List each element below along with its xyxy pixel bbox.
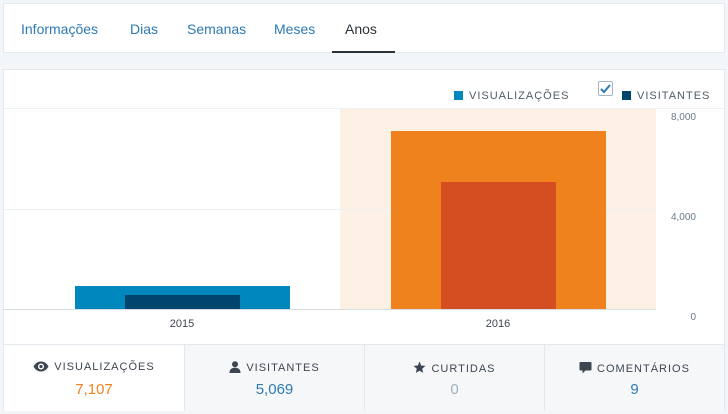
- stat-views-label-row: VISUALIZAÇÕES: [4, 361, 184, 373]
- ytick-4000: 4,000: [670, 212, 696, 223]
- summary-stats: VISUALIZAÇÕES 7,107 VISITANTES 5,069 CUR…: [4, 344, 724, 411]
- stat-views-value: 7,107: [75, 381, 113, 398]
- stat-visitors-label-row: VISITANTES: [185, 361, 364, 374]
- tab-anos[interactable]: Anos: [345, 21, 377, 37]
- stat-comments[interactable]: COMENTÁRIOS 9: [544, 345, 724, 411]
- xtick-2015: 2015: [169, 318, 195, 330]
- period-tabs: Informações Dias Semanas Meses Anos: [3, 3, 725, 53]
- xtick-2016: 2016: [485, 318, 511, 330]
- eye-icon: [33, 361, 49, 372]
- tab-semanas[interactable]: Semanas: [187, 21, 247, 37]
- ytick-0: 0: [690, 312, 696, 323]
- stat-visitors-value: 5,069: [255, 381, 294, 398]
- stat-likes-label: CURTIDAS: [431, 363, 496, 375]
- comment-icon: [579, 362, 592, 374]
- stat-views[interactable]: VISUALIZAÇÕES 7,107: [4, 345, 184, 411]
- bar-visitors-2015[interactable]: [124, 295, 240, 309]
- gridline-4000: [4, 209, 656, 210]
- person-icon: [229, 361, 241, 373]
- legend-views[interactable]: VISUALIZAÇÕES: [454, 90, 569, 102]
- gridline-8000: [4, 108, 724, 109]
- stat-comments-label-row: COMENTÁRIOS: [545, 361, 724, 375]
- bar-visitors-2016[interactable]: [440, 182, 556, 309]
- tab-meses[interactable]: Meses: [274, 21, 316, 37]
- stat-likes-label-row: CURTIDAS: [365, 361, 544, 375]
- views-swatch: [454, 91, 463, 100]
- checkmark-icon: [600, 84, 611, 94]
- chart-baseline: [4, 309, 656, 310]
- legend-views-label: VISUALIZAÇÕES: [469, 90, 570, 102]
- star-icon: [414, 361, 426, 373]
- legend-visitors[interactable]: VISITANTES: [622, 90, 710, 102]
- stats-panel: VISUALIZAÇÕES VISITANTES 8,000 4,000 0 2…: [3, 69, 725, 411]
- tab-informacoes[interactable]: Informações: [21, 21, 99, 37]
- legend-visitors-label: VISITANTES: [637, 90, 711, 102]
- stat-likes[interactable]: CURTIDAS 0: [364, 345, 544, 411]
- ytick-8000: 8,000: [670, 112, 696, 123]
- selected-tab-underline: [332, 51, 395, 53]
- stat-comments-label: COMENTÁRIOS: [597, 363, 690, 375]
- stat-views-label: VISUALIZAÇÕES: [54, 361, 155, 373]
- tab-dias[interactable]: Dias: [130, 21, 159, 37]
- stat-comments-value: 9: [630, 381, 639, 398]
- stat-likes-value: 0: [450, 381, 459, 398]
- stat-visitors[interactable]: VISITANTES 5,069: [184, 345, 364, 411]
- stat-visitors-label: VISITANTES: [246, 362, 320, 374]
- visitors-swatch: [622, 91, 631, 100]
- visitors-checkbox[interactable]: [598, 81, 613, 96]
